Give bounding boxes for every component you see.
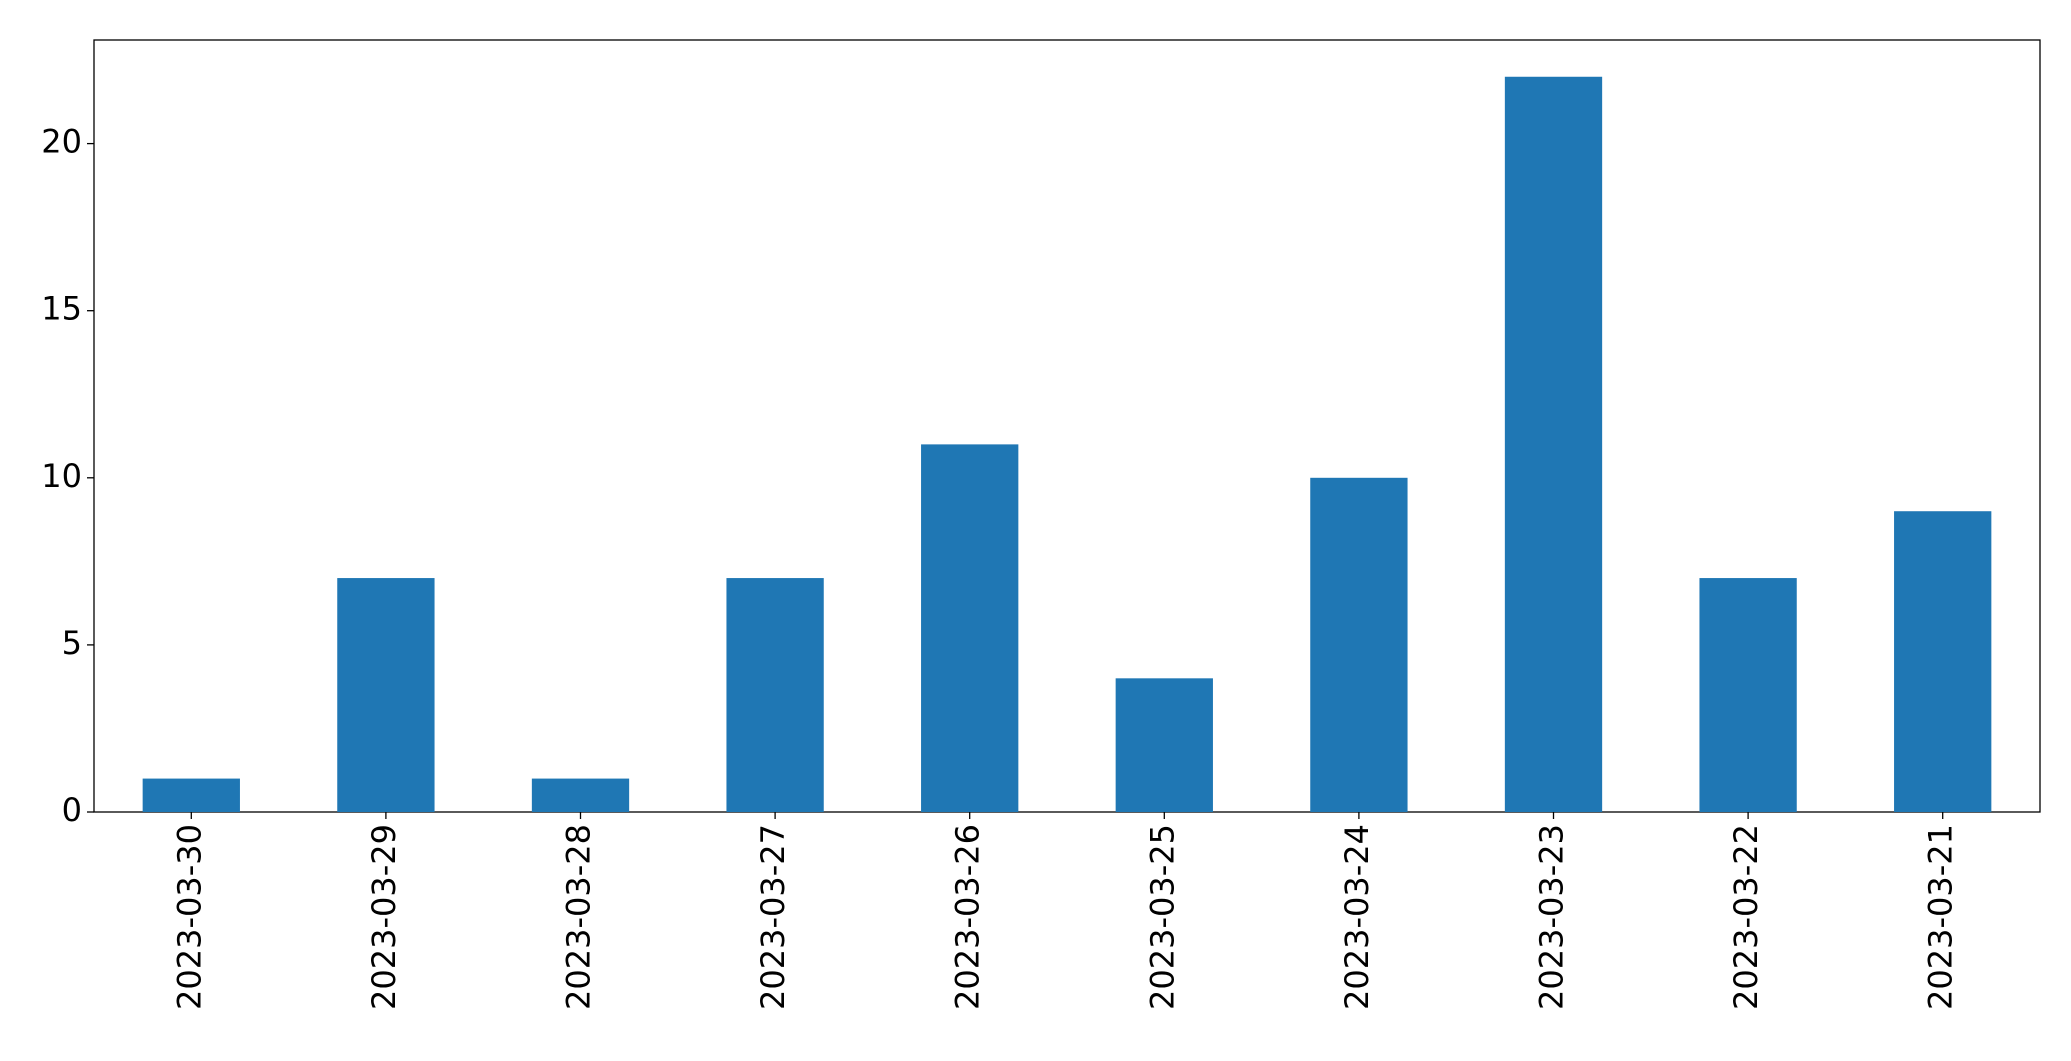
x-tick-label: 2023-03-30: [170, 824, 208, 1010]
x-tick-label: 2023-03-22: [1727, 824, 1765, 1010]
x-tick-label: 2023-03-23: [1533, 824, 1571, 1010]
x-tick-label: 2023-03-26: [949, 824, 987, 1010]
x-tick-label: 2023-03-28: [560, 824, 598, 1010]
x-tick-label: 2023-03-25: [1143, 824, 1181, 1010]
x-tick-label: 2023-03-24: [1338, 824, 1376, 1010]
bar: [1894, 511, 1992, 812]
bar: [1504, 76, 1603, 812]
bar: [142, 778, 240, 812]
bar: [1699, 578, 1797, 812]
y-tick-label: 5: [62, 624, 82, 662]
y-tick-label: 20: [41, 123, 82, 161]
bar: [1310, 477, 1408, 812]
bar: [921, 444, 1019, 812]
x-tick-label: 2023-03-21: [1922, 824, 1960, 1010]
bar: [726, 578, 824, 812]
plot-frame: [93, 39, 2041, 813]
x-tick-label: 2023-03-29: [365, 824, 403, 1010]
x-tick-label: 2023-03-27: [754, 824, 792, 1010]
y-tick-label: 10: [41, 457, 82, 495]
bar: [337, 578, 435, 812]
bar: [1115, 678, 1213, 812]
y-tick-label: 15: [41, 290, 82, 328]
bar: [531, 778, 630, 812]
y-tick-label: 0: [62, 791, 82, 829]
